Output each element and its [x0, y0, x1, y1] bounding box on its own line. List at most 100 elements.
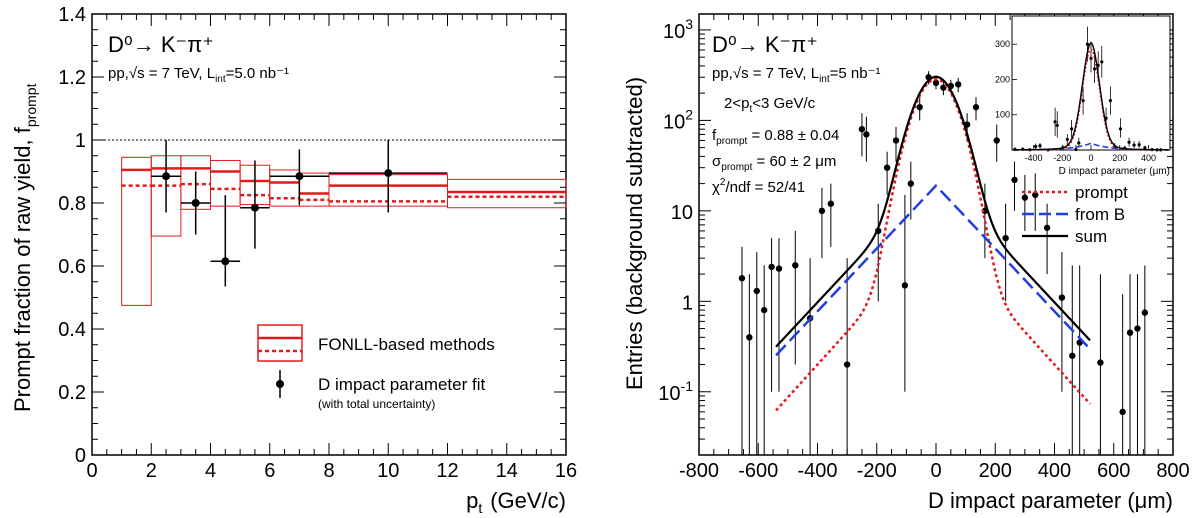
ip-point-12 [863, 131, 870, 138]
ip-point-10 [843, 361, 851, 368]
ip-point-6 [792, 262, 799, 269]
left-x-tick-label: 6 [264, 460, 275, 482]
right-x-tick-label: 200 [979, 460, 1012, 482]
inset-point-16 [1074, 147, 1078, 152]
inset-point-29 [1127, 140, 1131, 144]
right-y-tick-label: 10-1 [658, 378, 693, 405]
ip-point-27 [993, 137, 1000, 144]
inset-point-19 [1085, 42, 1090, 46]
inset-y-tick-label: 100 [995, 110, 1010, 120]
legend-sum-label: sum [1075, 227, 1107, 246]
inset-point-18 [1081, 99, 1085, 103]
ip-point-3 [760, 306, 768, 314]
legend-fonll-swatch [257, 324, 303, 362]
left-y-tick-label: 0.8 [58, 193, 86, 215]
left-y-tick-label: 0.4 [58, 319, 86, 341]
ip-point-40 [1141, 309, 1149, 316]
inset-chart: -400 -200 0 200 400 100 200 300 D impact param… [995, 15, 1171, 177]
inset-x-tick-label: 200 [1112, 153, 1127, 163]
left-y-tick-label: 1.2 [58, 67, 86, 89]
inset-y-tick-label: 300 [995, 39, 1010, 49]
inset-y-ticks: 100 200 300 [995, 39, 1017, 120]
inset-point-30 [1132, 143, 1136, 147]
left-y-axis-label: Prompt fraction of raw yield, fprompt [10, 83, 39, 412]
ip-point-23 [955, 81, 962, 88]
ip-point-1 [746, 334, 753, 341]
ip-point-17 [907, 180, 915, 187]
left-y-tick-label: 0.2 [58, 382, 86, 404]
ip-point-31 [1032, 191, 1039, 199]
ip-point-39 [1134, 325, 1141, 332]
right-data-points [738, 71, 1149, 455]
right-y-tick-label: 1 [682, 292, 693, 314]
legend-fonll-label: FONLL-based methods [318, 335, 495, 354]
left-data-points [151, 140, 448, 287]
right-decay-label: D⁰→ K⁻π⁺ [712, 32, 818, 57]
inset-x-axis-label: D impact parameter (μm) [1059, 166, 1170, 177]
legend-fit-label: D impact parameter fit [318, 375, 485, 394]
right-x-tick-label: 400 [1038, 460, 1071, 482]
inset-x-tick-label: -400 [1025, 153, 1043, 163]
fit-point-3 [250, 203, 259, 212]
right-y-tick-label: 102 [663, 106, 693, 133]
right-x-tick-label: 0 [930, 460, 941, 482]
inset-y-tick-label: 200 [995, 74, 1010, 84]
right-prompt-curve [775, 77, 1091, 412]
inset-point-25 [1108, 99, 1112, 103]
inset-point-11 [1053, 120, 1057, 124]
ip-point-15 [892, 137, 900, 144]
ip-point-36 [1097, 359, 1104, 366]
right-system-label: pp,√s = 7 TeV, Lint=5 nb⁻¹ [712, 65, 881, 85]
ip-point-33 [1058, 294, 1066, 301]
inset-sum-curve [1013, 41, 1169, 151]
inset-point-20 [1089, 56, 1093, 60]
left-legend: FONLL-based methods D impact parameter f… [257, 324, 495, 411]
ip-point-30 [1021, 194, 1029, 201]
right-x-tick-label: -400 [797, 460, 837, 482]
ip-point-9 [827, 200, 835, 207]
ip-point-32 [1043, 224, 1051, 231]
right-x-tick-label: 600 [1097, 460, 1130, 482]
ip-point-37 [1119, 408, 1126, 416]
left-y-tick-label: 1 [75, 130, 86, 152]
ip-point-28 [1002, 234, 1009, 242]
right-chi2: χ2/ndf = 52/41 [712, 177, 805, 196]
left-x-tick-label: 4 [205, 460, 216, 482]
fonll-band-0 [121, 156, 152, 306]
ip-point-16 [901, 282, 909, 289]
right-y-tick-label: 10 [671, 202, 693, 224]
left-x-tick-label: 14 [496, 460, 518, 482]
fonll-band-5 [269, 169, 300, 207]
inset-point-21 [1092, 67, 1097, 71]
right-x-tick-label: -200 [857, 460, 897, 482]
ip-point-4 [768, 263, 775, 271]
ip-point-25 [972, 103, 980, 111]
left-x-tick-label: 12 [436, 460, 458, 482]
legend-prompt-label: prompt [1075, 183, 1128, 202]
inset-point-9 [1038, 144, 1042, 148]
right-chart: -800 -600 -400 -200 0 200 400 600 800 10-1 1 10 102… [622, 13, 1190, 513]
left-x-ticks: 0 2 4 6 8 10 12 14 16 [86, 14, 577, 482]
left-y-tick-label: 0.6 [58, 256, 86, 278]
inset-frame [1011, 15, 1171, 151]
right-sigma: σprompt = 60 ± 2 μm [712, 153, 836, 173]
ip-point-2 [753, 287, 760, 295]
right-sum-curve [775, 75, 1091, 348]
right-y-tick-label: 103 [663, 16, 693, 43]
left-y-ticks: 0 0.2 0.4 0.6 0.8 1 1.2 1.4 [58, 4, 566, 467]
ip-point-11 [858, 125, 866, 133]
fonll-band-8 [447, 178, 567, 209]
left-x-tick-label: 2 [146, 460, 157, 482]
right-x-tick-label: -800 [679, 460, 719, 482]
left-chart: 0 2 4 6 8 10 12 14 16 0 0.2 0.4 0.6 0.8 1 1.2 1.4 pt (Ge… [10, 4, 577, 516]
left-y-tick-label: 0 [75, 445, 86, 467]
ip-point-0 [738, 275, 746, 282]
fonll-band-6 [298, 172, 330, 207]
right-y-axis-label: Entries (background subtracted) [622, 77, 647, 390]
left-x-tick-label: 10 [377, 460, 399, 482]
left-x-axis-label: pt (GeV/c) [466, 488, 566, 516]
right-legend: prompt from B sum [1022, 183, 1128, 246]
fit-point-5 [384, 169, 393, 178]
fit-point-4 [295, 172, 304, 181]
